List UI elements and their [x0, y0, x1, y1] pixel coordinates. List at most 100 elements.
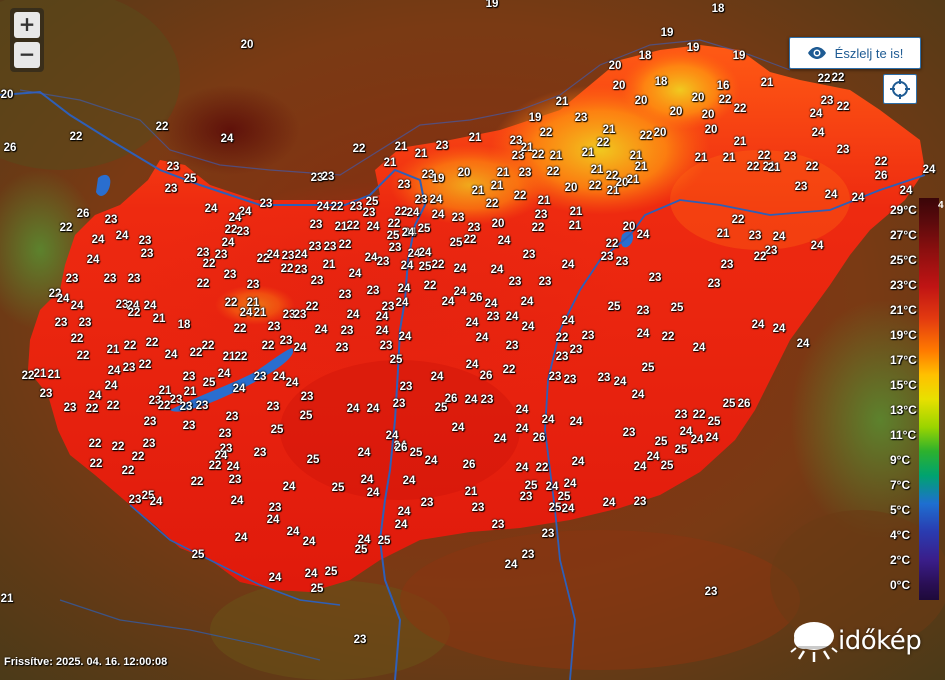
station-temperature[interactable]: 22 [70, 333, 84, 345]
station-temperature[interactable]: 23 [548, 371, 562, 383]
station-temperature[interactable]: 23 [636, 305, 650, 317]
station-temperature[interactable]: 23 [143, 416, 157, 428]
station-temperature[interactable]: 23 [65, 273, 79, 285]
station-temperature[interactable]: 22 [555, 332, 569, 344]
station-temperature[interactable]: 26 [737, 398, 751, 410]
station-temperature[interactable]: 24 [126, 300, 140, 312]
station-temperature[interactable]: 23 [399, 381, 413, 393]
station-temperature[interactable]: 23 [164, 183, 178, 195]
station-temperature[interactable]: 22 [88, 438, 102, 450]
station-temperature[interactable]: 23 [279, 335, 293, 347]
station-temperature[interactable]: 24 [561, 503, 575, 515]
station-temperature[interactable]: 22 [746, 161, 760, 173]
station-temperature[interactable]: 23 [674, 409, 688, 421]
station-temperature[interactable]: 24 [407, 248, 421, 260]
station-temperature[interactable]: 23 [349, 201, 363, 213]
station-temperature[interactable]: 24 [563, 478, 577, 490]
station-temperature[interactable]: 21 [183, 386, 197, 398]
station-temperature[interactable]: 22 [588, 180, 602, 192]
station-temperature[interactable]: 21 [47, 369, 61, 381]
station-temperature[interactable]: 25 [389, 354, 403, 366]
station-temperature[interactable]: 23 [748, 230, 762, 242]
station-temperature[interactable]: 23 [225, 411, 239, 423]
station-temperature[interactable]: 22 [48, 288, 62, 300]
station-temperature[interactable]: 23 [480, 394, 494, 406]
station-temperature[interactable]: 21 [490, 180, 504, 192]
station-temperature[interactable]: 20 [608, 60, 622, 72]
station-temperature[interactable]: 23 [381, 301, 395, 313]
station-temperature[interactable]: 22 [757, 150, 771, 162]
station-temperature[interactable]: 25 [183, 173, 197, 185]
station-temperature[interactable]: 22 [387, 218, 401, 230]
station-temperature[interactable]: 23 [505, 340, 519, 352]
station-temperature[interactable]: 21 [468, 132, 482, 144]
station-temperature[interactable]: 23 [414, 194, 428, 206]
station-temperature[interactable]: 24 [400, 260, 414, 272]
station-temperature[interactable]: 22 [330, 201, 344, 213]
station-temperature[interactable]: 23 [195, 400, 209, 412]
station-temperature[interactable]: 21 [222, 351, 236, 363]
station-temperature[interactable]: 24 [515, 462, 529, 474]
station-temperature[interactable]: 23 [491, 519, 505, 531]
station-temperature[interactable]: 23 [633, 496, 647, 508]
station-temperature[interactable]: 23 [310, 275, 324, 287]
station-temperature[interactable]: 24 [690, 434, 704, 446]
station-temperature[interactable]: 26 [394, 442, 408, 454]
station-temperature[interactable]: 24 [520, 296, 534, 308]
station-temperature[interactable]: 26 [462, 459, 476, 471]
station-temperature[interactable]: 24 [705, 432, 719, 444]
station-temperature[interactable]: 22 [111, 441, 125, 453]
station-temperature[interactable]: 21 [626, 174, 640, 186]
station-temperature[interactable]: 24 [385, 430, 399, 442]
station-temperature[interactable]: 23 [253, 447, 267, 459]
station-temperature[interactable]: 25 [202, 377, 216, 389]
station-temperature[interactable]: 20 [0, 89, 14, 101]
station-temperature[interactable]: 24 [357, 534, 371, 546]
station-temperature[interactable]: 23 [467, 222, 481, 234]
station-temperature[interactable]: 22 [59, 222, 73, 234]
station-temperature[interactable]: 24 [314, 324, 328, 336]
station-temperature[interactable]: 23 [511, 150, 525, 162]
station-temperature[interactable]: 25 [434, 402, 448, 414]
station-temperature[interactable]: 25 [365, 196, 379, 208]
station-temperature[interactable]: 24 [899, 185, 913, 197]
station-temperature[interactable]: 22 [718, 94, 732, 106]
station-temperature[interactable]: 24 [465, 317, 479, 329]
station-temperature[interactable]: 24 [204, 203, 218, 215]
station-temperature[interactable]: 23 [266, 401, 280, 413]
station-temperature[interactable]: 22 [155, 121, 169, 133]
station-temperature[interactable]: 23 [353, 634, 367, 646]
station-temperature[interactable]: 24 [646, 451, 660, 463]
station-temperature[interactable]: 21 [383, 157, 397, 169]
station-temperature[interactable]: 24 [484, 298, 498, 310]
station-temperature[interactable]: 22 [605, 170, 619, 182]
station-temperature[interactable]: 21 [581, 147, 595, 159]
station-temperature[interactable]: 23 [103, 273, 117, 285]
station-temperature[interactable]: 23 [282, 309, 296, 321]
station-temperature[interactable]: 22 [805, 161, 819, 173]
station-temperature[interactable]: 23 [519, 491, 533, 503]
station-temperature[interactable]: 24 [375, 311, 389, 323]
station-temperature[interactable]: 21 [152, 313, 166, 325]
station-temperature[interactable]: 24 [220, 133, 234, 145]
station-temperature[interactable]: 23 [246, 279, 260, 291]
station-temperature[interactable]: 22 [605, 238, 619, 250]
station-temperature[interactable]: 24 [394, 519, 408, 531]
station-temperature[interactable]: 23 [236, 226, 250, 238]
station-temperature[interactable]: 22 [733, 103, 747, 115]
station-temperature[interactable]: 24 [366, 487, 380, 499]
station-temperature[interactable]: 23 [321, 171, 335, 183]
station-temperature[interactable]: 23 [179, 401, 193, 413]
station-temperature[interactable]: 21 [334, 221, 348, 233]
station-temperature[interactable]: 24 [228, 212, 242, 224]
station-temperature[interactable]: 23 [140, 248, 154, 260]
station-temperature[interactable]: 24 [922, 164, 936, 176]
station-temperature[interactable]: 21 [716, 228, 730, 240]
station-temperature[interactable]: 18 [177, 319, 191, 331]
station-temperature[interactable]: 23 [362, 207, 376, 219]
station-temperature[interactable]: 22 [817, 73, 831, 85]
station-temperature[interactable]: 20 [615, 177, 629, 189]
station-temperature[interactable]: 22 [352, 143, 366, 155]
station-temperature[interactable]: 24 [430, 371, 444, 383]
station-temperature[interactable]: 20 [622, 221, 636, 233]
